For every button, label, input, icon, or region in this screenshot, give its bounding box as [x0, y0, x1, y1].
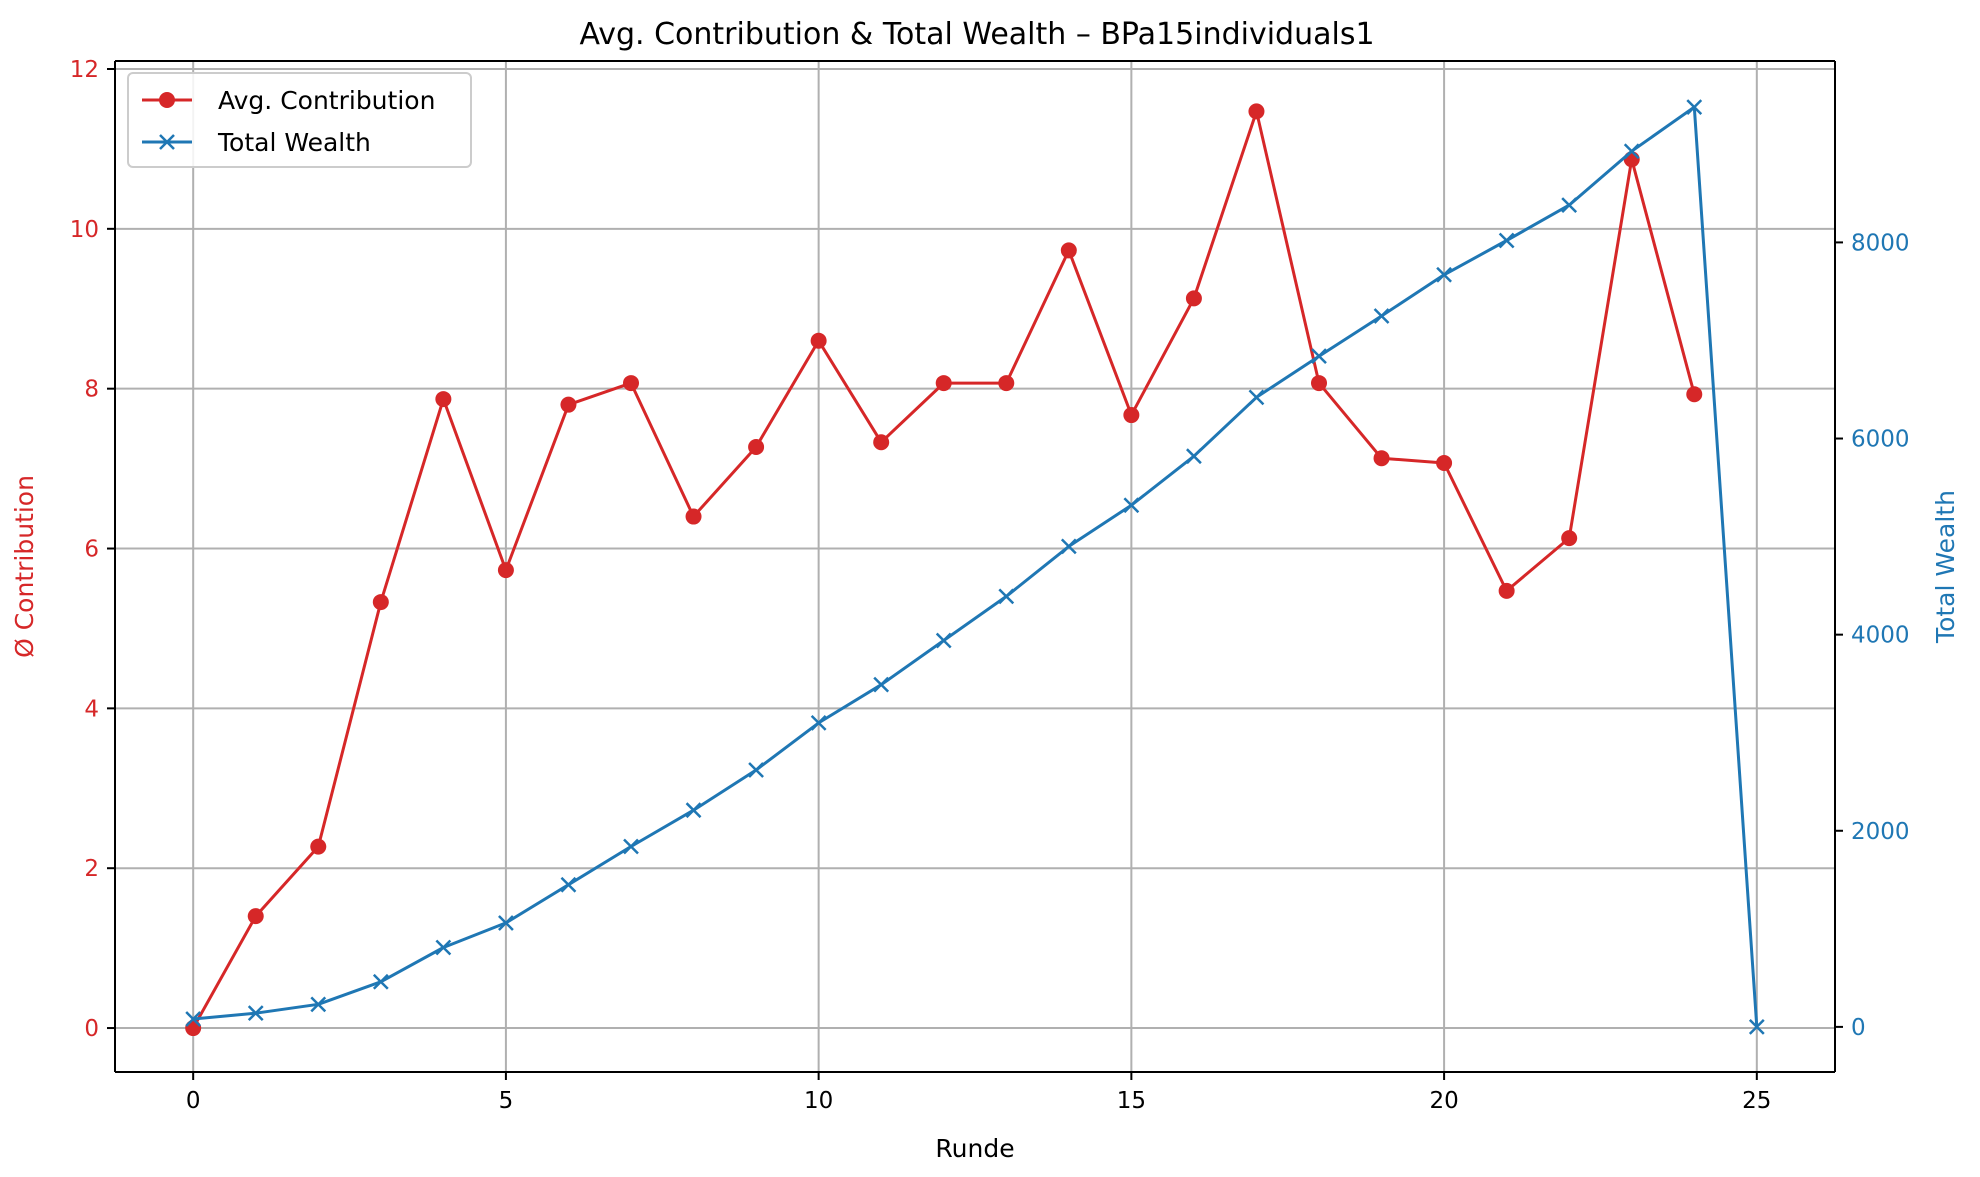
- contribution-point: [560, 396, 577, 413]
- left-y-tick-label: 6: [84, 537, 99, 563]
- contribution-point: [685, 508, 702, 525]
- contribution-point: [435, 391, 452, 408]
- wealth-point: [247, 1005, 264, 1022]
- contribution-point: [1248, 103, 1265, 120]
- wealth-point: [372, 973, 389, 990]
- series-layer: [185, 99, 1765, 1037]
- contribution-point: [810, 332, 827, 349]
- left-y-tick-label: 8: [84, 377, 99, 403]
- contribution-point: [935, 375, 952, 392]
- wealth-point: [810, 715, 827, 731]
- wealth-point: [1311, 348, 1327, 365]
- contribution-point: [1311, 375, 1327, 392]
- left-y-tick-label: 12: [70, 57, 99, 83]
- contribution-point: [1123, 407, 1140, 424]
- right-y-tick-label: 4000: [1851, 623, 1910, 649]
- contribution-point: [998, 375, 1015, 392]
- wealth-line: [193, 105, 1759, 1028]
- contribution-point: [1373, 450, 1390, 467]
- legend-box: [127, 72, 472, 168]
- contribution-point: [748, 439, 765, 456]
- contribution-point: [247, 908, 264, 925]
- contribution-point: [497, 562, 514, 579]
- right-y-axis-label: Total Wealth: [1931, 490, 1960, 644]
- right-y-tick-label: 8000: [1851, 230, 1910, 256]
- wealth-point: [1248, 389, 1265, 406]
- wealth-point: [1436, 266, 1452, 283]
- contribution-point: [873, 434, 890, 451]
- wealth-point: [435, 939, 452, 956]
- legend-contribution-label: Avg. Contribution: [218, 86, 435, 115]
- contribution-point: [372, 594, 389, 611]
- wealth-point: [1686, 99, 1703, 115]
- left-y-tick-label: 10: [70, 217, 99, 243]
- legend: Avg. Contribution Total Wealth: [127, 72, 472, 168]
- wealth-point: [685, 802, 702, 819]
- legend-wealth-marker: [159, 134, 175, 150]
- wealth-point: [1060, 538, 1077, 555]
- right-y-tick-label: 2000: [1851, 819, 1910, 845]
- legend-wealth-label: Total Wealth: [217, 128, 371, 157]
- x-tick-label: 0: [186, 1088, 201, 1114]
- contribution-point: [310, 838, 327, 855]
- x-tick-label: 15: [1117, 1088, 1146, 1114]
- contribution-point: [185, 1020, 202, 1037]
- wealth-point: [1561, 197, 1578, 214]
- axes: 0 5 10 15 20 25 0 2 4 6 8 10 12 0 2000 4000 6000 8000: [70, 57, 1910, 1114]
- wealth-point: [935, 632, 952, 649]
- contribution-point: [1060, 242, 1077, 259]
- wealth-point: [748, 762, 764, 778]
- wealth-point: [498, 915, 514, 931]
- contribution-point: [623, 375, 639, 392]
- contribution-point: [1436, 455, 1453, 472]
- legend-contribution-marker: [159, 92, 175, 108]
- x-tick-label: 20: [1429, 1088, 1458, 1114]
- x-axis-label: Runde: [935, 1134, 1014, 1163]
- wealth-point: [873, 676, 890, 693]
- contribution-point: [1623, 151, 1640, 168]
- contribution-point: [1498, 582, 1515, 599]
- x-tick-label: 25: [1742, 1088, 1771, 1114]
- wealth-point: [1623, 143, 1640, 160]
- wealth-point: [623, 838, 639, 855]
- x-tick-label: 10: [804, 1088, 833, 1114]
- left-y-tick-label: 4: [84, 696, 99, 722]
- left-y-tick-label: 2: [84, 856, 99, 882]
- grid-lines: [115, 61, 1835, 1072]
- wealth-point: [1498, 232, 1515, 249]
- wealth-point: [310, 996, 327, 1013]
- wealth-point: [185, 1011, 202, 1027]
- wealth-point: [1123, 497, 1140, 514]
- wealth-point: [1748, 1019, 1765, 1035]
- right-y-tick-label: 0: [1851, 1015, 1866, 1041]
- left-y-tick-label: 0: [84, 1016, 99, 1042]
- wealth-point: [560, 876, 577, 893]
- wealth-point: [1186, 448, 1202, 465]
- wealth-point: [998, 588, 1015, 605]
- right-y-tick-label: 6000: [1851, 427, 1910, 453]
- x-tick-label: 5: [499, 1088, 514, 1114]
- contribution-point: [1185, 290, 1202, 307]
- contribution-point: [1561, 530, 1578, 547]
- wealth-point: [1373, 308, 1390, 324]
- contribution-point: [1686, 386, 1703, 403]
- left-y-axis-label: Ø Contribution: [10, 475, 39, 658]
- chart-title: Avg. Contribution & Total Wealth – BPa15…: [579, 17, 1374, 52]
